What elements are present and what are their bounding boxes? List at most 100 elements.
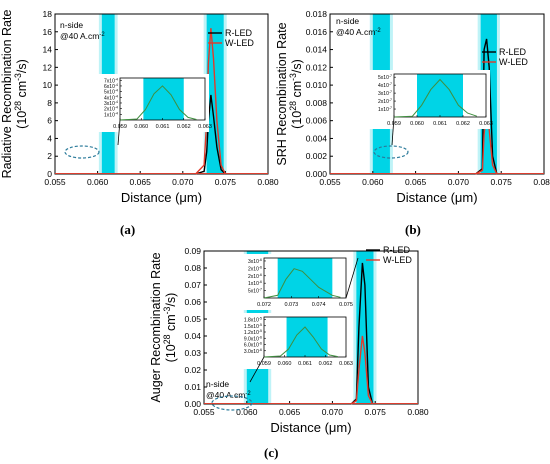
inset-pointer-line: [249, 356, 265, 383]
inset-well: [143, 78, 184, 120]
inset-x-tick-label: 0.063: [198, 124, 212, 130]
x-tick-label: 0.080: [407, 407, 429, 417]
inset-y-tick-label: 4x10-7: [378, 82, 392, 89]
inset-x-tick-label: 0.063: [479, 121, 493, 127]
inset-x-tick-label: 0.059: [257, 361, 271, 367]
x-axis-label: Distance (μm): [121, 190, 202, 205]
inset-y-tick-label: 5x10-4: [104, 89, 118, 96]
inset-y-tick-label: 3x10-4: [104, 100, 118, 107]
inset-x-tick-label: 0.062: [177, 124, 191, 130]
inset-x-tick-label: 0.073: [284, 302, 298, 308]
y-tick-label: 0.006: [306, 116, 328, 126]
series-line-w-led: [195, 28, 227, 175]
inset-series-line: [393, 78, 477, 118]
annotation-line2: @40 A.cm-2: [336, 27, 381, 37]
y-tick-label: 14: [43, 45, 53, 55]
inset-y-tick-label: 5x10-7: [378, 74, 392, 81]
zoom-ellipse: [373, 145, 409, 159]
zoom-ellipse: [64, 145, 100, 159]
y-tick-label: 6: [47, 116, 52, 126]
y-tick-label: 8: [47, 98, 52, 108]
inset-x-tick-label: 0.075: [339, 302, 353, 308]
y-tick-label: 0.02: [184, 365, 201, 375]
y-axis-label-line2: (1028 cm-3/s): [288, 59, 304, 129]
x-tick-label: 0.075: [215, 177, 237, 187]
x-tick-label: 0.065: [130, 177, 152, 187]
caption-c: (c): [264, 445, 279, 460]
inset-y-tick-label: 1.8x10-5: [244, 317, 262, 324]
y-tick-label: 0.002: [306, 151, 328, 161]
annotation-line1: n-side: [60, 20, 83, 30]
legend-label-w-led: W-LED: [383, 255, 412, 265]
legend-label-w-led: W-LED: [499, 57, 528, 67]
y-axis-label-line1: Radiative Recombination Rate: [0, 10, 14, 179]
inset-x-tick-label: 0.060: [410, 121, 424, 127]
annotation-line2: @40 A.cm-2: [206, 390, 251, 400]
inset-0: 0.072 0.073 0.074 0.0755x10-71x10-62x10-62x…: [230, 254, 359, 310]
plot-frame: [203, 250, 419, 405]
x-tick-label: 0.070: [448, 177, 470, 187]
y-tick-label: 0.06: [184, 297, 201, 307]
x-tick-label: 0.080: [257, 177, 279, 187]
x-tick-label: 0.055: [193, 407, 215, 417]
y-axis-label-line1: Auger Recombination Rate: [149, 252, 163, 402]
inset-0: 0.059 0.060 0.061 0.062 0.063 1x10-42x10-43x1…: [86, 74, 212, 146]
y-tick-label: 0.00: [184, 399, 201, 409]
chart-b: 0.055 0.060 0.065 0.070 0.075 0.080 0.000 0.002…: [275, 9, 550, 205]
inset-x-tick-label: 0.062: [319, 361, 333, 367]
inset-y-tick-label: 1.5x10-5: [244, 323, 262, 330]
y-tick-label: 18: [43, 9, 53, 19]
inset-y-tick-label: 3.0x10-6: [244, 348, 262, 355]
plot-frame: [54, 13, 269, 175]
inset-well: [417, 74, 463, 117]
inset-x-tick-label: 0.060: [278, 361, 292, 367]
x-tick-label: 0.080: [533, 177, 550, 187]
y-tick-label: 0.04: [184, 331, 201, 341]
y-axis-label-line1: SRH Recombination Rate: [275, 22, 289, 165]
inset-pointer-line: [391, 116, 395, 146]
inset-y-tick-label: 2x10-7: [378, 98, 392, 105]
annotation-line1: n-side: [336, 16, 359, 26]
inset-y-tick-label: 7x10-4: [104, 77, 118, 84]
x-tick-label: 0.055: [319, 177, 341, 187]
inset-x-tick-label: 0.062: [456, 121, 470, 127]
inset-x-tick-label: 0.061: [433, 121, 447, 127]
y-axis-label: SRH Recombination Rate (1028 cm-3/s): [275, 22, 304, 165]
inset-y-tick-label: 3x10-6: [248, 258, 262, 265]
inset-x-tick-label: 0.063: [339, 361, 353, 367]
y-tick-label: 0.01: [184, 382, 201, 392]
y-tick-label: 0.08: [184, 263, 201, 273]
legend-label-r-led: R-LED: [383, 245, 411, 255]
inset-pointer-line: [345, 257, 359, 299]
plot-frame: [329, 13, 545, 175]
inset-y-tick-label: 9.0x10-6: [244, 335, 262, 342]
x-tick-label: 0.075: [365, 407, 387, 417]
y-tick-label: 0.004: [306, 133, 328, 143]
y-tick-label: 0.05: [184, 314, 201, 324]
y-tick-label: 16: [43, 27, 53, 37]
chart-a: 0.055 0.060 0.065 0.070 0.075 0.080 0 2 4 6 8 10 12 1…: [0, 9, 279, 205]
x-tick-label: 0.060: [236, 407, 258, 417]
y-tick-label: 0: [47, 169, 52, 179]
x-tick-label: 0.060: [87, 177, 109, 187]
inset-well: [286, 317, 328, 357]
inset-y-tick-label: 4x10-4: [104, 94, 118, 101]
inset-0: 0.059 0.060 0.061 0.062 0.063 1x10-72x10-73x1…: [360, 70, 493, 146]
y-tick-label: 0.010: [306, 80, 328, 90]
series-line-r-led: [195, 94, 226, 175]
inset-series-line: [263, 326, 338, 358]
x-tick-label: 0.060: [362, 177, 384, 187]
y-axis-label-line2: (1028 cm-3/s): [13, 59, 29, 129]
caption-b: (b): [405, 222, 421, 237]
inset-y-tick-label: 1x10-4: [104, 111, 118, 118]
inset-x-tick-label: 0.072: [257, 302, 271, 308]
inset-x-tick-label: 0.061: [156, 124, 170, 130]
inset-y-tick-label: 1x10-6: [248, 280, 262, 287]
inset-well: [277, 258, 333, 298]
x-tick-label: 0.055: [44, 177, 66, 187]
y-axis-label: Radiative Recombination Rate (1028 cm-3/s…: [0, 10, 29, 179]
inset-y-tick-label: 1x10-7: [378, 106, 392, 113]
inset-y-tick-label: 3x10-7: [378, 90, 392, 97]
chart-c: 0.055 0.060 0.065 0.070 0.075 0.080 0.00 0.01 0.…: [149, 245, 429, 435]
x-tick-label: 0.070: [322, 407, 344, 417]
